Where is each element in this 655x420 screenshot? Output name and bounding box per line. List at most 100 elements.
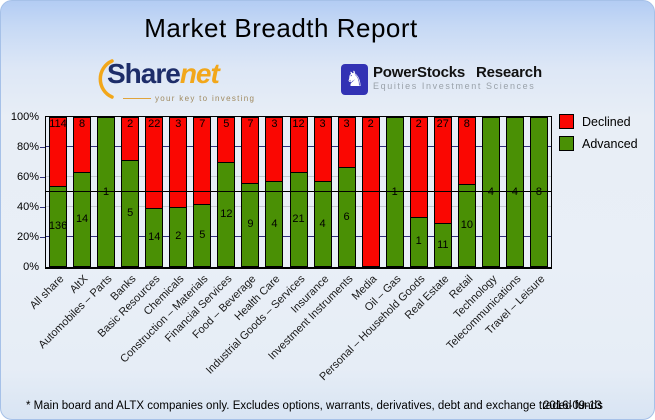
y-tick-mark <box>40 207 45 208</box>
bar-value-advanced: 6 <box>343 210 350 223</box>
bar-17: 11 27 <box>433 117 452 267</box>
bar-segment-advanced <box>170 206 187 266</box>
bar-14: 2 <box>361 117 380 267</box>
bar-value-advanced: 5 <box>127 207 134 220</box>
bar-2: 14 8 <box>73 117 92 267</box>
sharenet-tagline-rule <box>123 98 151 99</box>
bar-segment-advanced <box>290 171 307 266</box>
bar-value-advanced: 5 <box>199 229 206 242</box>
bar-value-advanced: 9 <box>247 218 254 231</box>
bar-value-advanced: 2 <box>175 230 182 243</box>
footnote: * Main board and ALTX companies only. Ex… <box>26 400 603 412</box>
bar-segment-advanced <box>482 118 499 266</box>
bar-value-advanced: 4 <box>319 217 326 230</box>
bar-value-declined: 7 <box>247 118 254 130</box>
bar-18: 10 8 <box>457 117 476 267</box>
y-axis-label: 80% <box>16 141 39 153</box>
bar-value-declined: 3 <box>319 118 326 130</box>
bar-value-advanced: 21 <box>292 212 305 225</box>
sharenet-wordmark: Sharenet <box>93 59 263 94</box>
bar-segment-advanced <box>266 181 283 266</box>
bar-value-declined: 114 <box>49 118 67 130</box>
bar-value-advanced: 14 <box>148 231 161 244</box>
sharenet-tagline-row: your key to investing <box>93 94 263 103</box>
bar-segment-advanced <box>98 118 115 266</box>
bar-segment-advanced <box>458 183 475 266</box>
bar-value-advanced: 14 <box>75 212 89 225</box>
bar-3: 1 <box>97 117 116 267</box>
advanced-swatch-icon <box>559 136 574 151</box>
legend-label: Advanced <box>582 136 638 151</box>
bar-value-advanced: 4 <box>271 217 278 230</box>
y-axis-label: 100% <box>10 111 39 123</box>
y-tick-mark <box>40 177 45 178</box>
y-axis-label: 60% <box>16 171 39 183</box>
powerstocks-logo: ♞ PowerStocks Research Equities Investme… <box>341 64 542 95</box>
bar-value-declined: 7 <box>199 118 206 130</box>
bar-segment-advanced <box>506 118 523 266</box>
bar-8: 12 5 <box>217 117 236 267</box>
bar-value-advanced: 4 <box>511 186 518 198</box>
bar-value-advanced: 1 <box>103 186 110 198</box>
bar-21: 8 <box>529 117 548 267</box>
bar-segment-advanced <box>242 182 259 266</box>
legend-item-advanced: Advanced <box>559 136 638 151</box>
legend-label: Declined <box>582 114 631 129</box>
bar-value-declined: 3 <box>343 118 350 130</box>
declined-swatch-icon <box>559 114 574 129</box>
powerstocks-name: PowerStocks Research <box>373 64 542 81</box>
bar-11: 21 12 <box>289 117 308 267</box>
bar-value-advanced: 10 <box>460 218 473 231</box>
bar-20: 4 <box>505 117 524 267</box>
bar-value-declined: 2 <box>367 118 374 130</box>
bar-segment-advanced <box>410 216 427 266</box>
report-date: 2016-09-13 <box>543 400 602 412</box>
bar-value-advanced: 1 <box>415 235 422 248</box>
powerstocks-tagline: Equities Investment Sciences <box>373 81 536 91</box>
bar-value-declined: 8 <box>79 118 86 130</box>
bar-segment-advanced <box>50 185 67 266</box>
bar-segment-advanced <box>314 181 331 266</box>
bar-value-declined: 12 <box>292 118 305 130</box>
y-tick-mark <box>40 147 45 148</box>
bar-segment-advanced <box>74 171 91 266</box>
bar-value-advanced: 12 <box>220 207 233 220</box>
y-axis-label: 40% <box>16 201 39 213</box>
sharenet-word-net: net <box>179 58 220 89</box>
bar-1: 136 114 <box>49 117 67 267</box>
sharenet-logo: Sharenet your key to investing <box>93 59 263 103</box>
y-axis-label: 20% <box>16 231 39 243</box>
bar-segment-advanced <box>218 161 235 266</box>
sharenet-swoosh-icon <box>98 59 114 99</box>
bar-value-declined: 3 <box>271 118 278 130</box>
sharenet-tagline: your key to investing <box>155 94 256 103</box>
bar-15: 1 <box>385 117 404 267</box>
y-tick-mark <box>40 237 45 238</box>
bar-value-advanced: 8 <box>535 186 543 198</box>
bar-segment-advanced <box>338 167 355 266</box>
bar-value-declined: 5 <box>223 118 230 130</box>
page-title: Market Breadth Report <box>144 13 418 43</box>
sharenet-word-share: Share <box>107 58 181 89</box>
bar-19: 4 <box>481 117 500 267</box>
bar-value-declined: 8 <box>463 118 470 130</box>
bar-value-advanced: 4 <box>487 186 494 198</box>
bar-value-declined: 27 <box>436 118 449 130</box>
bar-segment-advanced <box>146 208 163 266</box>
chart-legend: Declined Advanced <box>559 114 638 158</box>
bar-value-advanced: 11 <box>437 238 449 251</box>
bar-segment-advanced <box>530 118 547 266</box>
bar-segment-advanced <box>386 118 403 266</box>
bar-value-advanced: 136 <box>48 219 68 232</box>
bar-segment-advanced <box>122 160 139 266</box>
y-axis-label: 0% <box>23 261 39 273</box>
chess-knight-icon: ♞ <box>341 64 368 95</box>
bar-value-declined: 2 <box>127 118 134 130</box>
